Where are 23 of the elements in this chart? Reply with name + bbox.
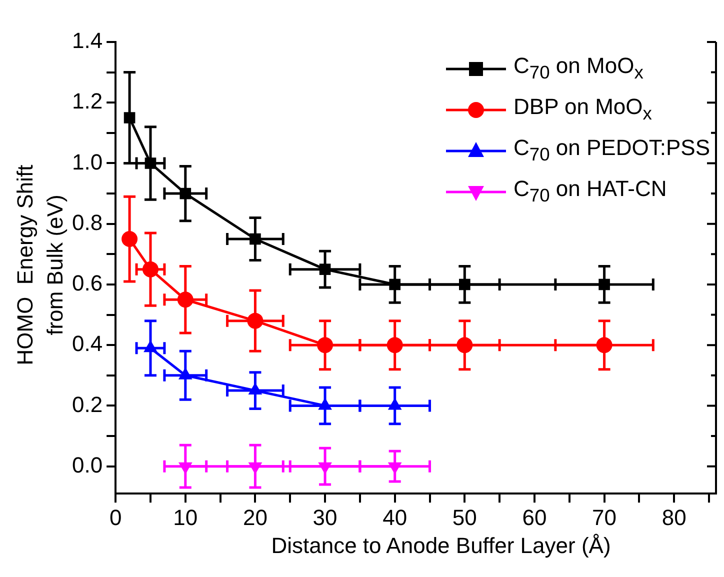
y-tick-label: 1.2 (72, 88, 103, 114)
legend-label: C$_{70}$ on HAT-CN (514, 176, 667, 207)
x-tick-label: 10 (173, 504, 198, 530)
y-tick-label: 0.6 (72, 270, 103, 296)
x-axis-title: Distance to Anode Buffer Layer (Å) (270, 533, 612, 559)
x-tick-label: 50 (452, 504, 477, 530)
y-tick-label: 0.0 (72, 452, 103, 478)
y-tick-label: 0.4 (72, 331, 103, 356)
x-tick-label: 70 (592, 504, 617, 530)
legend-label: C$_{70}$ on MoO$_{x}$ (514, 53, 644, 84)
x-tick-label: 0 (109, 504, 122, 530)
y-axis-title: HOMO Energy Shift from Bulk (eV) (10, 164, 68, 366)
legend-label: C$_{70}$ on PEDOT:PSS (514, 135, 710, 166)
x-tick-label: 20 (242, 504, 268, 530)
y-tick-label: 1.0 (72, 149, 103, 174)
x-tick-label: 60 (522, 504, 547, 530)
x-tick-label: 30 (312, 504, 338, 530)
y-tick-label: 0.2 (72, 392, 103, 417)
y-tick-label: 1.4 (72, 28, 103, 54)
y-tick-label: 0.8 (72, 210, 103, 235)
x-tick-label: 80 (662, 504, 686, 530)
x-tick-label: 40 (382, 504, 408, 530)
legend-label: DBP on MoO$_{x}$ (514, 94, 652, 125)
